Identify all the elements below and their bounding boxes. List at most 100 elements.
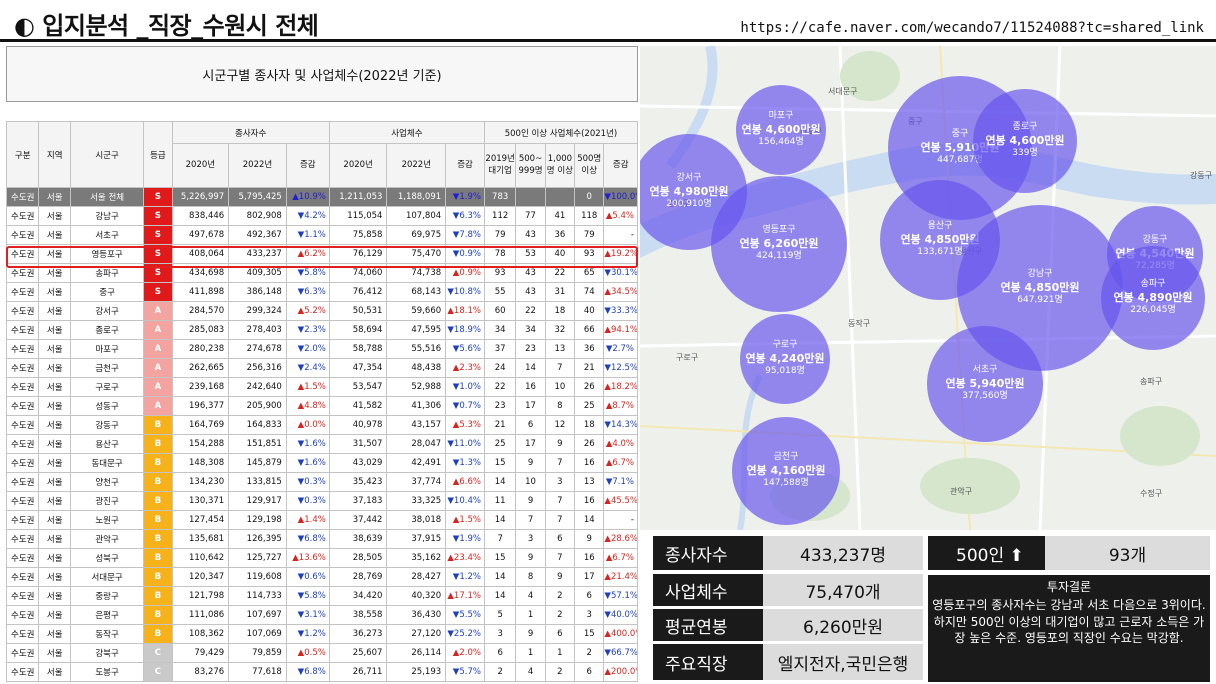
table-cell: 도봉구 bbox=[69, 662, 145, 682]
table-cell: 서울 bbox=[38, 396, 71, 416]
table-cell: ▲5.3% bbox=[445, 415, 485, 435]
salary-bubble[interactable]: 금천구 연봉 4,160만원 147,588명 bbox=[732, 417, 840, 525]
grade-badge: B bbox=[143, 453, 173, 473]
table-cell: 14 bbox=[483, 510, 517, 530]
table-cell: 79,429 bbox=[171, 643, 230, 663]
table-cell: 5,226,997 bbox=[171, 187, 230, 207]
col-header-large-2019: 2019년 대기업 bbox=[483, 143, 517, 188]
table-cell: 구로구 bbox=[69, 377, 145, 397]
large-firms-label: 500인 ⬆ bbox=[928, 536, 1045, 570]
salary-bubble[interactable]: 구로구 연봉 4,240만원 95,018명 bbox=[740, 314, 830, 404]
table-row: 수도권 서울 송파구 S 434,698 409,305 ▼5.8% 74,060 74,738… bbox=[6, 263, 638, 283]
col-header-emp-change: 증감 bbox=[285, 143, 330, 188]
table-cell: 18 bbox=[544, 301, 576, 321]
table-cell: 강북구 bbox=[69, 643, 145, 663]
table-cell: 수도권 bbox=[6, 586, 40, 606]
table-cell: 43 bbox=[515, 225, 546, 245]
bubble-district-name: 강서구 bbox=[676, 173, 702, 184]
map-label: 관악구 bbox=[950, 487, 973, 496]
table-cell: 8 bbox=[544, 396, 576, 416]
table-cell: 6 bbox=[515, 415, 546, 435]
salary-bubble[interactable]: 영등포구 연봉 6,260만원 424,119명 bbox=[711, 176, 847, 312]
grade-badge: S bbox=[143, 263, 173, 283]
table-cell: 7 bbox=[544, 453, 576, 473]
table-cell: 285,083 bbox=[171, 320, 230, 340]
table-cell: 205,900 bbox=[228, 396, 287, 416]
table-cell: ▼1.3% bbox=[445, 453, 485, 473]
table-cell: 42,491 bbox=[386, 453, 447, 473]
conclusion-title: 투자결론 bbox=[1046, 580, 1092, 594]
grade-badge: B bbox=[143, 548, 173, 568]
table-cell: 50,531 bbox=[328, 301, 388, 321]
table-cell: 9 bbox=[515, 453, 546, 473]
table-cell: ▼0.6% bbox=[285, 567, 330, 587]
table-cell: 9 bbox=[515, 491, 546, 511]
table-cell: ▲6.7% bbox=[603, 548, 638, 568]
table-cell: 497,678 bbox=[171, 225, 230, 245]
table-cell: 수도권 bbox=[6, 605, 40, 625]
table-cell: ▼2.3% bbox=[285, 320, 330, 340]
table-row: 수도권 서울 강서구 A 284,570 299,324 ▲5.2% 50,531 59,660… bbox=[6, 301, 638, 321]
table-cell: 수도권 bbox=[6, 244, 40, 264]
bubble-district-name: 서초구 bbox=[972, 365, 998, 376]
table-cell: ▲8.7% bbox=[603, 396, 638, 416]
table-cell: ▼25.2% bbox=[445, 624, 485, 644]
table-cell: 37,183 bbox=[328, 491, 388, 511]
table-cell: 77 bbox=[515, 206, 546, 226]
bubble-district-name: 종로구 bbox=[1012, 122, 1038, 133]
table-cell: 3 bbox=[544, 472, 576, 492]
table-cell: ▲17.1% bbox=[445, 586, 485, 606]
table-cell: 서울 bbox=[38, 529, 71, 549]
table-cell: 2 bbox=[574, 643, 605, 663]
table-cell: ▲18.1% bbox=[445, 301, 485, 321]
table-cell: 수도권 bbox=[6, 206, 40, 226]
table-row: 수도권 서울 은평구 B 111,086 107,697 ▼3.1% 38,558 36,430… bbox=[6, 605, 638, 625]
table-cell: 115,054 bbox=[328, 206, 388, 226]
grade-badge: B bbox=[143, 529, 173, 549]
table-cell: ▼2.7% bbox=[603, 339, 638, 359]
table-cell: 5,795,425 bbox=[228, 187, 287, 207]
table-cell: 107,069 bbox=[228, 624, 287, 644]
salary-bubble[interactable]: 서초구 연봉 5,940만원 377,560명 bbox=[927, 326, 1043, 442]
table-cell: 26 bbox=[574, 434, 605, 454]
bubble-salary: 연봉 4,850만원 bbox=[900, 232, 980, 246]
table-row: 수도권 서울 용산구 B 154,288 151,851 ▼1.6% 31,507 28,047… bbox=[6, 434, 638, 454]
table-cell: 28,505 bbox=[328, 548, 388, 568]
table-cell: 은평구 bbox=[69, 605, 145, 625]
bubble-salary: 연봉 4,980만원 bbox=[649, 184, 729, 198]
table-cell: 성동구 bbox=[69, 396, 145, 416]
table-cell: 74,738 bbox=[386, 263, 447, 283]
table-cell: ▼5.8% bbox=[285, 263, 330, 283]
table-cell: 수도권 bbox=[6, 320, 40, 340]
table-cell: 434,698 bbox=[171, 263, 230, 283]
table-cell: 7 bbox=[544, 548, 576, 568]
salary-bubble[interactable]: 송파구 연봉 4,890만원 226,045명 bbox=[1101, 246, 1205, 350]
col-header-district: 시군구 bbox=[69, 121, 145, 188]
table-cell: 송파구 bbox=[69, 263, 145, 283]
table-cell: 16 bbox=[574, 453, 605, 473]
salary-bubble[interactable]: 종로구 연봉 4,600만원 339명 bbox=[973, 89, 1077, 193]
table-cell: 76,412 bbox=[328, 282, 388, 302]
table-cell: ▼66.7% bbox=[603, 643, 638, 663]
bubble-district-name: 중구 bbox=[951, 129, 969, 140]
table-cell: 11 bbox=[483, 491, 517, 511]
table-title: 시군구별 종사자 및 사업체수(2022년 기준) bbox=[6, 46, 638, 102]
table-cell: 41,582 bbox=[328, 396, 388, 416]
seoul-map[interactable]: 강서구 중구동작구관악구 구로구 강동구 마포구송파구 서대문구용산구수정구 마포구연봉 … bbox=[640, 46, 1216, 530]
map-label: 강동구 bbox=[1190, 171, 1213, 180]
table-cell: 34 bbox=[483, 320, 517, 340]
table-cell: 수도권 bbox=[6, 624, 40, 644]
table-cell: ▼10.4% bbox=[445, 491, 485, 511]
table-cell: 16 bbox=[574, 491, 605, 511]
table-row: 수도권 서울 광진구 B 130,371 129,917 ▼0.3% 37,183 33,325… bbox=[6, 491, 638, 511]
table-cell: ▼40.0% bbox=[603, 605, 638, 625]
table-cell: 수도권 bbox=[6, 472, 40, 492]
table-cell: ▼1.2% bbox=[285, 624, 330, 644]
table-cell: ▲34.5% bbox=[603, 282, 638, 302]
table-cell: 서울 bbox=[38, 624, 71, 644]
table-cell: 17 bbox=[574, 567, 605, 587]
salary-bubble[interactable]: 마포구 연봉 4,600만원 156,464명 bbox=[736, 85, 826, 175]
table-cell: 1,188,091 bbox=[386, 187, 447, 207]
source-url-link[interactable]: https://cafe.naver.com/wecando7/11524088… bbox=[740, 20, 1204, 36]
table-cell: ▲6.2% bbox=[285, 244, 330, 264]
